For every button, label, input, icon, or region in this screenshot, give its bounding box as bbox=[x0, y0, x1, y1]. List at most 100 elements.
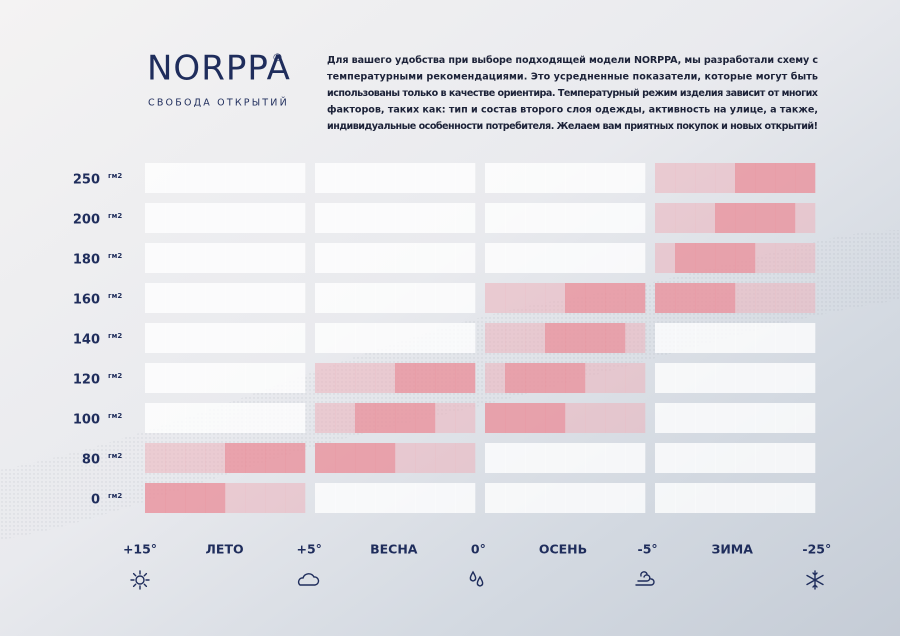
heat-cell bbox=[205, 363, 226, 393]
heat-cell bbox=[525, 163, 546, 193]
heat-cell bbox=[285, 483, 306, 513]
heat-cell bbox=[565, 283, 586, 313]
heat-cell bbox=[225, 243, 246, 273]
heat-cell bbox=[695, 323, 716, 353]
heat-cell bbox=[715, 363, 736, 393]
heat-cell bbox=[265, 363, 286, 393]
heat-cell bbox=[565, 203, 586, 233]
heat-cell bbox=[585, 443, 606, 473]
heat-cell bbox=[655, 443, 676, 473]
wind-icon bbox=[635, 571, 655, 586]
heat-cell bbox=[755, 363, 776, 393]
heat-cell bbox=[505, 203, 526, 233]
x-label: ВЕСНА bbox=[370, 542, 418, 557]
heat-cell bbox=[605, 203, 626, 233]
heat-cell bbox=[145, 483, 166, 513]
heat-cell bbox=[245, 163, 266, 193]
row-unit: гм2 bbox=[108, 172, 122, 180]
heat-cell bbox=[145, 283, 166, 313]
heat-cell bbox=[165, 243, 186, 273]
row-label: 160 bbox=[73, 293, 100, 308]
heat-cell bbox=[775, 443, 796, 473]
heat-cell bbox=[675, 483, 696, 513]
heat-cell bbox=[375, 483, 396, 513]
heat-cell bbox=[565, 483, 586, 513]
heat-cell bbox=[605, 443, 626, 473]
heat-cell bbox=[315, 483, 336, 513]
heat-cell bbox=[395, 163, 416, 193]
heat-cell bbox=[205, 243, 226, 273]
heat-cell bbox=[755, 403, 776, 433]
heat-cell bbox=[205, 443, 226, 473]
heat-cell bbox=[565, 323, 586, 353]
x-label: +15° bbox=[123, 542, 157, 557]
heat-cell bbox=[525, 243, 546, 273]
heat-cell bbox=[205, 483, 226, 513]
heat-cell bbox=[355, 363, 376, 393]
heat-cell bbox=[245, 323, 266, 353]
heat-cell bbox=[715, 283, 736, 313]
heat-cell bbox=[335, 483, 356, 513]
heat-cell bbox=[225, 363, 246, 393]
heat-cell bbox=[755, 163, 776, 193]
heat-cell bbox=[505, 243, 526, 273]
heat-cell bbox=[675, 403, 696, 433]
heat-cell bbox=[315, 323, 336, 353]
row-unit: гм2 bbox=[108, 412, 122, 420]
heat-cell bbox=[355, 283, 376, 313]
heat-cell bbox=[485, 243, 506, 273]
heat-cell bbox=[545, 403, 566, 433]
heat-cell bbox=[415, 323, 436, 353]
heat-cell bbox=[355, 443, 376, 473]
heat-cell bbox=[165, 163, 186, 193]
heat-cell bbox=[775, 403, 796, 433]
heat-cell bbox=[395, 203, 416, 233]
heat-cell bbox=[285, 203, 306, 233]
heat-cell bbox=[605, 403, 626, 433]
heat-cell bbox=[225, 163, 246, 193]
logo-mark: ® bbox=[272, 51, 283, 64]
heat-cell bbox=[795, 163, 816, 193]
heat-cell bbox=[715, 483, 736, 513]
heat-cell bbox=[675, 203, 696, 233]
heat-cell bbox=[265, 323, 286, 353]
heat-cell bbox=[625, 323, 646, 353]
heat-cell bbox=[165, 363, 186, 393]
cloud-icon bbox=[297, 573, 320, 586]
heat-cell bbox=[455, 443, 476, 473]
heat-cell bbox=[145, 323, 166, 353]
heat-cell bbox=[285, 363, 306, 393]
heat-cell bbox=[675, 243, 696, 273]
heat-cell bbox=[265, 483, 286, 513]
heat-cell bbox=[455, 203, 476, 233]
heat-cell bbox=[485, 443, 506, 473]
heat-cell bbox=[455, 483, 476, 513]
heat-cell bbox=[335, 363, 356, 393]
heat-cell bbox=[205, 203, 226, 233]
heat-cell bbox=[435, 163, 456, 193]
heat-cell bbox=[375, 403, 396, 433]
snow-icon bbox=[806, 570, 824, 590]
heat-cell bbox=[625, 443, 646, 473]
heat-cell bbox=[415, 403, 436, 433]
heat-cell bbox=[695, 283, 716, 313]
x-label: ОСЕНЬ bbox=[539, 542, 587, 557]
heat-cell bbox=[625, 203, 646, 233]
heat-cell bbox=[525, 363, 546, 393]
row-unit: гм2 bbox=[108, 332, 122, 340]
heat-cell bbox=[485, 323, 506, 353]
heat-cell bbox=[755, 283, 776, 313]
heat-cell bbox=[715, 163, 736, 193]
heat-cell bbox=[225, 443, 246, 473]
row-label: 0 bbox=[91, 493, 100, 508]
heat-cell bbox=[655, 283, 676, 313]
heat-cell bbox=[415, 443, 436, 473]
heat-cell bbox=[505, 363, 526, 393]
heat-cell bbox=[775, 323, 796, 353]
heat-cell bbox=[715, 403, 736, 433]
description-line: использованы только в качестве ориентира… bbox=[327, 88, 819, 99]
heat-cell bbox=[145, 203, 166, 233]
heat-cell bbox=[655, 403, 676, 433]
heat-cell bbox=[165, 483, 186, 513]
heat-cell bbox=[265, 403, 286, 433]
